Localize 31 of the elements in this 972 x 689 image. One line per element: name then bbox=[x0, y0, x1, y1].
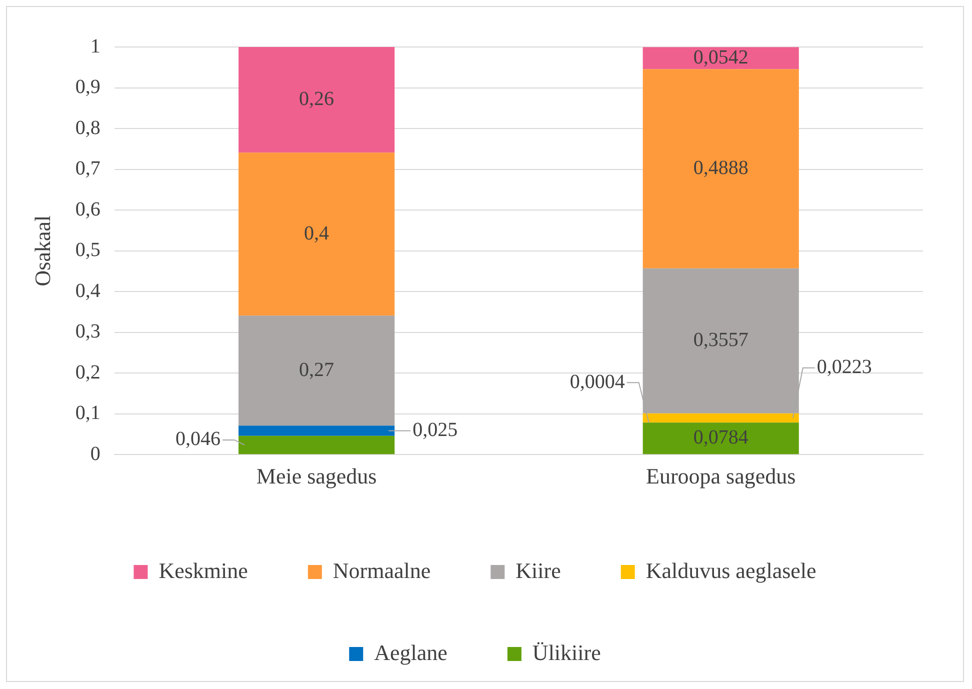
legend-label: Kalduvus aeglasele bbox=[646, 558, 816, 583]
legend-label: Normaalne bbox=[332, 558, 431, 583]
data-label: 0,0784 bbox=[693, 426, 748, 449]
y-tick-label: 0,1 bbox=[75, 402, 100, 424]
legend-label: Aeglane bbox=[374, 640, 448, 665]
y-tick-label: 0,5 bbox=[75, 239, 100, 262]
data-label: 0,4 bbox=[304, 222, 330, 244]
data-label: 0,046 bbox=[176, 428, 221, 450]
y-tick-label: 0,6 bbox=[75, 198, 100, 220]
data-label: 0,0223 bbox=[816, 356, 872, 378]
y-tick-label: 0,7 bbox=[75, 158, 100, 180]
data-label: 0,4888 bbox=[693, 157, 748, 180]
x-tick-label: Meie sagedus bbox=[256, 464, 377, 489]
data-label: 0,0542 bbox=[693, 46, 748, 68]
y-tick-label: 0 bbox=[90, 442, 100, 465]
y-tick-label: 0,4 bbox=[75, 280, 100, 302]
data-label: 0,27 bbox=[299, 358, 334, 381]
data-label: 0,025 bbox=[412, 419, 458, 442]
data-label: 0,0004 bbox=[570, 370, 625, 393]
y-tick-label: 1 bbox=[90, 35, 100, 58]
y-tick-label: 0,3 bbox=[75, 320, 100, 343]
legend-label: Kiire bbox=[516, 558, 561, 583]
legend-label: Keskmine bbox=[158, 558, 248, 583]
x-tick-label: Euroopa sagedus bbox=[646, 464, 796, 489]
data-label: 0,3557 bbox=[693, 329, 748, 352]
data-label: 0,26 bbox=[299, 88, 334, 110]
legend-label: Ülikiire bbox=[532, 640, 601, 665]
y-tick-label: 0,9 bbox=[75, 76, 100, 98]
y-tick-label: 0,2 bbox=[75, 361, 100, 384]
y-tick-label: 0,8 bbox=[75, 116, 100, 139]
y-axis-title: Osakaal bbox=[30, 215, 55, 286]
